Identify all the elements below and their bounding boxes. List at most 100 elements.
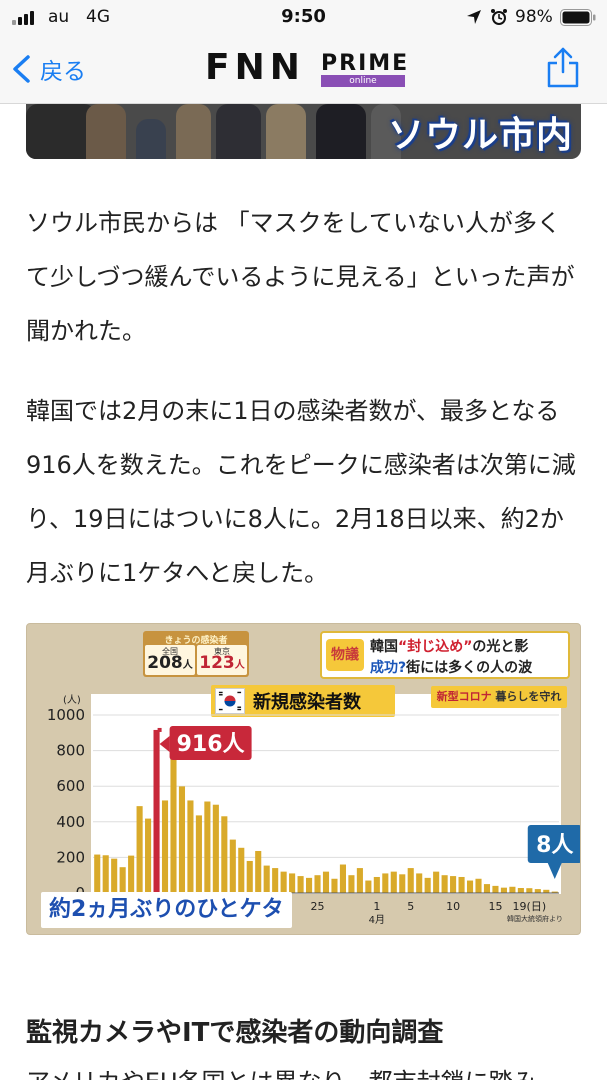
y-tick-label: 800 [56,742,85,760]
headline1-pre: 韓国 [370,639,398,655]
status-bar: au 4G 9:50 98% [0,0,607,34]
today-cases-title: きょうの感染者 [164,636,228,646]
bar [450,876,457,893]
bar [297,876,304,893]
location-icon [467,10,481,24]
bar [424,877,431,893]
bar [280,871,287,893]
headline-box: 物議 韓国“封じ込め”の光と影 成功?街には多くの人の波 [320,631,570,679]
signal-icon [12,11,40,25]
peak-callout-pointer [159,735,170,752]
tokyo-label: 東京 [214,647,230,656]
bar [170,757,177,893]
headline1-red: “封じ込め” [398,639,473,655]
bar [433,871,440,893]
share-icon[interactable] [544,46,582,88]
bar [221,816,228,893]
tokyo-unit: 人 [234,660,245,671]
bar [212,804,219,893]
bar [331,878,338,893]
nav-bar: 戻る FNN PRIME online [0,34,607,104]
topic-tag: 物議 [326,639,364,671]
bar [263,865,270,893]
bar [153,729,160,893]
x-month-label: 4月 [369,914,385,926]
last-callout-pointer [547,863,562,879]
y-tick-label: 400 [56,813,85,831]
article-paragraph-2: 韓国では2月の末に1日の感染者数が、最多となる916人を数えた。これをピークに感… [26,397,576,587]
bar [356,868,363,893]
program-tag-post: 暮らしを守れ [495,690,562,703]
peak-marker [157,727,162,732]
bar [204,801,211,893]
nationwide-value: 208 [147,653,183,673]
battery-icon [560,9,596,26]
y-axis-label: (人) [63,694,81,706]
bar [441,875,448,893]
bar [246,860,253,893]
network-label: 4G [86,7,110,27]
tokyo-value: 123 [199,653,235,673]
bar [111,858,118,893]
peak-label: 916人 [177,732,245,757]
chart-title: 新規感染者数 [253,692,361,713]
today-cases-box: きょうの感染者 全国 208人 東京 123人 [143,631,249,677]
bar [306,877,313,893]
peak-callout [169,725,252,760]
tokyo-cell: 東京 123人 [197,645,247,675]
bar [314,875,321,893]
brand-prime: PRIME [321,51,410,76]
brand-logo: FNN PRIME online [205,48,407,92]
bar [458,876,465,893]
bar [373,876,380,893]
chart-image: きょうの感染者 全国 208人 東京 123人 物議 韓国“封じ込め”の光と影 … [26,623,581,935]
chart-caption: 約2ヵ月ぶりのひとケタ [41,892,292,928]
bar [475,878,482,893]
source-note: 韓国大統領府より [507,915,563,923]
bar [382,873,389,893]
bar [322,871,330,893]
bar [272,868,279,893]
x-tick-label: 10 [446,900,460,913]
program-tag-pre: 新型コロナ [436,690,492,703]
bar [466,880,474,893]
battery-percent: 98% [515,7,553,27]
bar [399,874,406,893]
bar [517,888,524,893]
back-button[interactable]: 戻る [10,52,86,86]
bar [390,871,397,893]
back-label: 戻る [40,59,86,85]
bar [255,850,262,893]
chevron-left-icon [13,55,30,83]
bar [509,886,516,893]
article-photo: ソウル市内 [26,104,581,159]
y-tick-label: 200 [56,848,85,866]
bar [229,839,236,893]
bar [534,889,541,893]
bar [483,884,491,893]
bar [178,786,186,893]
carrier-label: au [48,7,70,27]
x-tick-label: 5 [407,900,414,913]
bar [289,873,296,893]
bar [94,854,101,893]
photo-caption: ソウル市内 [387,115,573,156]
headline1-post: の光と影 [472,639,529,655]
bar [407,868,414,893]
bar [492,885,499,893]
bar [161,800,169,893]
bar [102,855,109,893]
bar [500,887,507,893]
bar [348,875,355,893]
program-tag: 新型コロナ 暮らしを守れ [431,686,567,708]
article-paragraph-3: アメリカやEU各国とは異なり、都市封鎖に踏み [26,1062,537,1080]
x-tick-label: 25 [311,900,325,913]
bar [238,847,245,893]
bar [187,800,194,893]
x-tick-label: 19(日) [513,900,547,913]
x-tick-label: 1 [373,900,380,913]
headline2-blue: 成功? [370,660,407,676]
bar [119,867,126,893]
clock: 9:50 [281,6,326,27]
brand-online: online [321,75,405,87]
